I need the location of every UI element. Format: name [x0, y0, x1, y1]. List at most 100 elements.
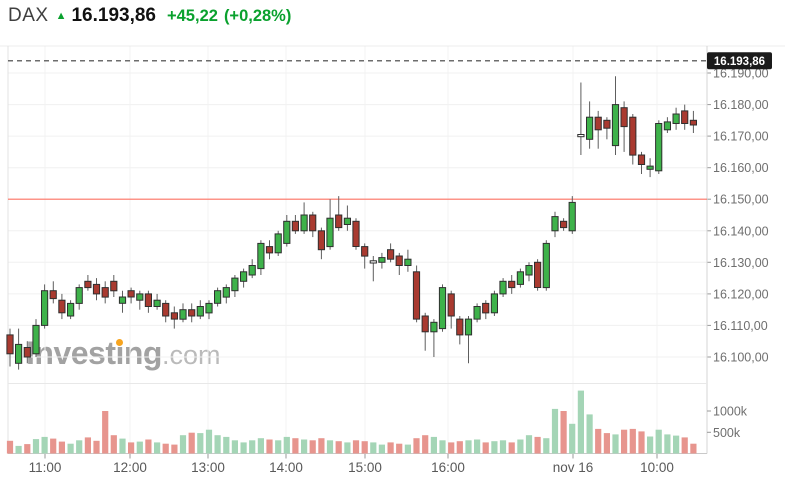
volume-bar[interactable] [673, 435, 680, 454]
candle[interactable] [378, 257, 386, 263]
volume-bar[interactable] [543, 438, 550, 454]
volume-bar[interactable] [378, 444, 385, 454]
volume-bar[interactable] [214, 435, 221, 454]
volume-bar[interactable] [171, 444, 178, 454]
candle[interactable] [326, 217, 334, 248]
candle[interactable] [689, 119, 697, 126]
volume-bar[interactable] [448, 442, 455, 454]
volume-bar[interactable] [318, 438, 325, 454]
candle[interactable] [110, 280, 118, 292]
volume-bar[interactable] [188, 432, 195, 454]
candle[interactable] [637, 154, 646, 165]
volume-bar[interactable] [249, 440, 256, 454]
volume-bar[interactable] [179, 435, 187, 454]
volume-bar[interactable] [439, 440, 446, 454]
candle[interactable] [317, 230, 325, 251]
candle[interactable] [542, 242, 550, 289]
volume-bar[interactable] [275, 440, 282, 454]
volume-bar[interactable] [430, 436, 437, 454]
candle[interactable] [248, 265, 256, 276]
candle[interactable] [594, 116, 602, 131]
volume-bar[interactable] [474, 439, 481, 454]
candle[interactable] [663, 121, 671, 131]
volume-bar[interactable] [560, 411, 567, 454]
candle[interactable] [23, 347, 31, 358]
volume-bar[interactable] [41, 436, 48, 454]
candle[interactable] [41, 290, 49, 326]
volume-bar[interactable] [326, 440, 334, 454]
candle[interactable] [335, 214, 343, 229]
volume-bar[interactable] [145, 439, 152, 454]
volume-bar[interactable] [344, 442, 351, 454]
candle[interactable] [291, 220, 299, 232]
volume-bar[interactable] [370, 442, 377, 454]
candle[interactable] [464, 318, 473, 336]
candle[interactable] [551, 216, 559, 232]
volume-bar[interactable] [361, 441, 368, 454]
volume-bar[interactable] [499, 440, 507, 454]
volume-bar[interactable] [525, 435, 533, 454]
volume-bar[interactable] [93, 440, 100, 454]
volume-bar[interactable] [629, 428, 636, 454]
volume-bar[interactable] [84, 437, 91, 454]
candle[interactable] [127, 290, 135, 298]
volume-bar[interactable] [647, 436, 654, 454]
volume-bar[interactable] [266, 439, 273, 454]
candle[interactable] [672, 113, 680, 124]
candle[interactable] [352, 220, 360, 248]
volume-bar[interactable] [154, 442, 161, 454]
candle[interactable] [568, 201, 576, 232]
volume-bar[interactable] [655, 429, 662, 454]
candle[interactable] [490, 293, 498, 314]
volume-bar[interactable] [517, 439, 524, 454]
volume-bar[interactable] [58, 441, 65, 454]
candle[interactable] [655, 123, 663, 172]
volume-bar[interactable] [231, 440, 238, 454]
volume-bar[interactable] [67, 443, 74, 454]
candle[interactable] [343, 217, 351, 225]
candle[interactable] [577, 134, 585, 138]
candle[interactable] [482, 302, 490, 314]
volume-bar[interactable] [223, 436, 230, 454]
volume-bar[interactable] [413, 438, 420, 454]
candle[interactable] [404, 258, 412, 267]
volume-bar[interactable] [508, 442, 515, 454]
candle[interactable] [274, 233, 282, 254]
candle[interactable] [101, 287, 109, 298]
volume-bar[interactable] [664, 434, 671, 454]
candle[interactable] [205, 302, 213, 314]
volume-bar[interactable] [621, 429, 628, 454]
volume-bar[interactable] [162, 443, 169, 454]
candle[interactable] [257, 242, 265, 270]
candle[interactable] [603, 119, 611, 129]
candle[interactable] [6, 334, 14, 355]
volume-bar[interactable] [569, 423, 576, 454]
candle[interactable] [620, 107, 628, 128]
volume-bar[interactable] [205, 429, 213, 454]
volume-bar[interactable] [595, 428, 602, 454]
volume-bar[interactable] [240, 442, 247, 454]
volume-bar[interactable] [456, 441, 463, 454]
volume-bar[interactable] [422, 435, 429, 454]
volume-bar[interactable] [197, 433, 204, 454]
volume-bar[interactable] [387, 442, 394, 454]
volume-bar[interactable] [690, 443, 697, 454]
volume-bar[interactable] [534, 436, 541, 454]
volume-bar[interactable] [50, 438, 57, 454]
volume-bar[interactable] [24, 444, 31, 454]
candle[interactable] [49, 290, 57, 300]
candle[interactable] [240, 271, 248, 282]
candle[interactable] [118, 296, 127, 304]
candle[interactable] [473, 306, 481, 320]
candle[interactable] [586, 116, 594, 140]
volume-bar[interactable] [482, 442, 489, 454]
candle[interactable] [447, 293, 455, 317]
volume-bar[interactable] [491, 441, 498, 454]
volume-bar[interactable] [76, 440, 83, 454]
candle[interactable] [534, 261, 542, 288]
volume-bar[interactable] [283, 436, 290, 454]
candle[interactable] [214, 290, 222, 304]
volume-bar[interactable] [301, 439, 308, 454]
candle[interactable] [300, 214, 308, 232]
